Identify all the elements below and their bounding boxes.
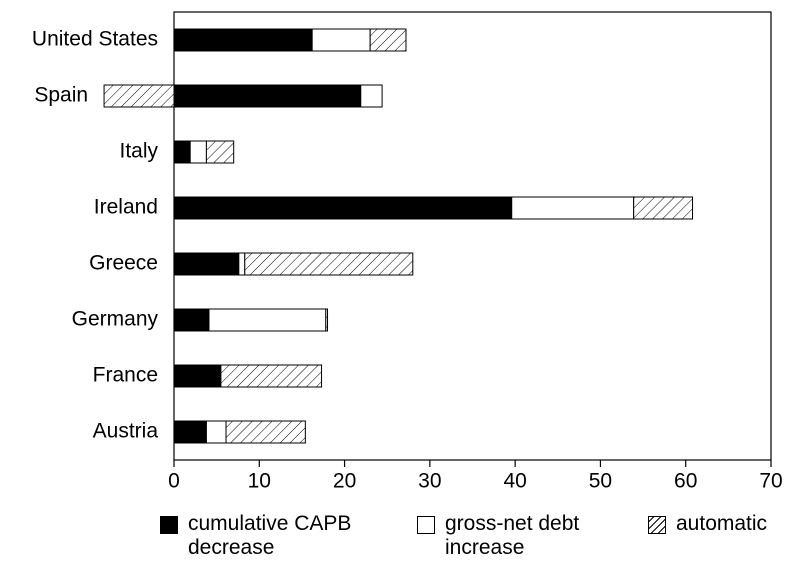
bar-segment — [173, 196, 513, 220]
legend-label: gross-net debt increase — [445, 512, 580, 559]
bar-segment — [633, 196, 694, 220]
bar-segment — [205, 140, 235, 164]
y-tick-label: Ireland — [94, 196, 158, 219]
bar-segment — [173, 364, 222, 388]
legend-swatch — [417, 516, 435, 534]
x-tick-label: 30 — [418, 470, 441, 493]
x-tick-label: 60 — [674, 470, 697, 493]
legend-item: gross-net debt increase — [417, 512, 655, 560]
bar-segment — [325, 308, 329, 332]
x-tick-label: 40 — [503, 470, 526, 493]
legend-label: automatic — [676, 512, 768, 535]
chart: 0 10 20 30 40 50 60 70 United States Spain Italy Ir… — [32, 11, 783, 493]
bar-segment — [173, 308, 210, 332]
bar-segment — [173, 140, 191, 164]
legend-swatch — [648, 516, 666, 534]
y-tick-label: Germany — [72, 308, 159, 331]
y-tick-label: Greece — [89, 252, 158, 275]
legend-label: cumulative CAPB decrease — [188, 512, 352, 559]
x-tick-label: 20 — [333, 470, 356, 493]
legend-item: automatic — [648, 512, 787, 536]
bar-segment — [311, 28, 371, 52]
y-tick-label: Spain — [34, 84, 88, 107]
legend-item: cumulative CAPB decrease — [160, 512, 418, 560]
bar-segment — [220, 364, 323, 388]
bar-segment — [173, 28, 313, 52]
x-tick-label: 0 — [168, 470, 180, 493]
bar-segment — [173, 84, 362, 108]
bar-segment — [238, 252, 246, 276]
x-tick-label: 70 — [759, 470, 782, 493]
bar-segment — [244, 252, 414, 276]
y-tick-label: France — [93, 364, 158, 387]
bar-segment — [173, 420, 207, 444]
y-tick-label: United States — [32, 28, 158, 51]
y-tick-label: Austria — [93, 420, 159, 443]
bar-segment — [189, 140, 207, 164]
bar-segment — [173, 252, 240, 276]
bar-segment — [511, 196, 635, 220]
plot-frame — [173, 11, 772, 461]
bar-segment — [369, 28, 407, 52]
bar-segment — [208, 308, 327, 332]
bar-segment — [360, 84, 383, 108]
legend-swatch — [160, 516, 178, 534]
bar-segment — [225, 420, 306, 444]
y-tick-label: Italy — [119, 140, 158, 163]
x-tick-label: 10 — [248, 470, 271, 493]
x-tick-label: 50 — [589, 470, 612, 493]
bar-segment — [103, 84, 175, 108]
bar-segment — [205, 420, 227, 444]
